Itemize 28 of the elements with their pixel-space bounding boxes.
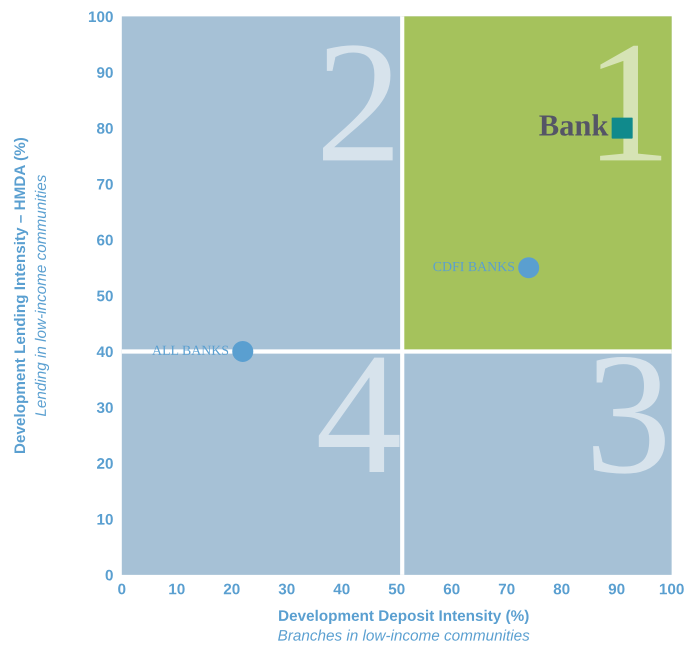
x-tick-label: 20: [224, 584, 240, 594]
y-tick-label: 30: [96, 402, 113, 414]
y-tick-label: 0: [106, 570, 113, 581]
y-tick-label: 50: [96, 290, 113, 302]
x-tick-label: 10: [169, 584, 185, 594]
y-tick-label: 40: [96, 346, 113, 358]
x-tick-label: 50: [388, 584, 405, 594]
x-tick-label: 90: [608, 584, 625, 594]
x-tick-label: 60: [444, 584, 460, 594]
x-tick-label: 70: [498, 584, 515, 594]
y-tick-label: 20: [97, 458, 113, 469]
point: [232, 340, 254, 362]
x-tick-label: 80: [554, 584, 570, 594]
series-label: ALL BANKS: [152, 346, 228, 355]
x-axis-title: Development Deposit Intensity (%) Branches in low-income communities: [278, 610, 530, 641]
y-tick-label: 70: [97, 178, 113, 190]
y-tick-label: 90: [97, 67, 113, 78]
x-tick-label: 30: [278, 584, 295, 594]
point: [518, 257, 540, 278]
y-tick-label: 60: [97, 234, 113, 246]
y-tick-label: 10: [97, 514, 113, 525]
series-label: CDFI BANKS: [433, 262, 514, 272]
x-tick-label: 0: [118, 584, 126, 594]
y-tick-label: 80: [96, 122, 113, 134]
y-tick-label: 100: [88, 11, 113, 22]
x-tick-label: 100: [660, 584, 684, 594]
y-axis-title: Development Lending Intensity – HMDA (%) Lending in low-income communities: [14, 138, 50, 454]
x-tick-label: 40: [333, 584, 350, 594]
